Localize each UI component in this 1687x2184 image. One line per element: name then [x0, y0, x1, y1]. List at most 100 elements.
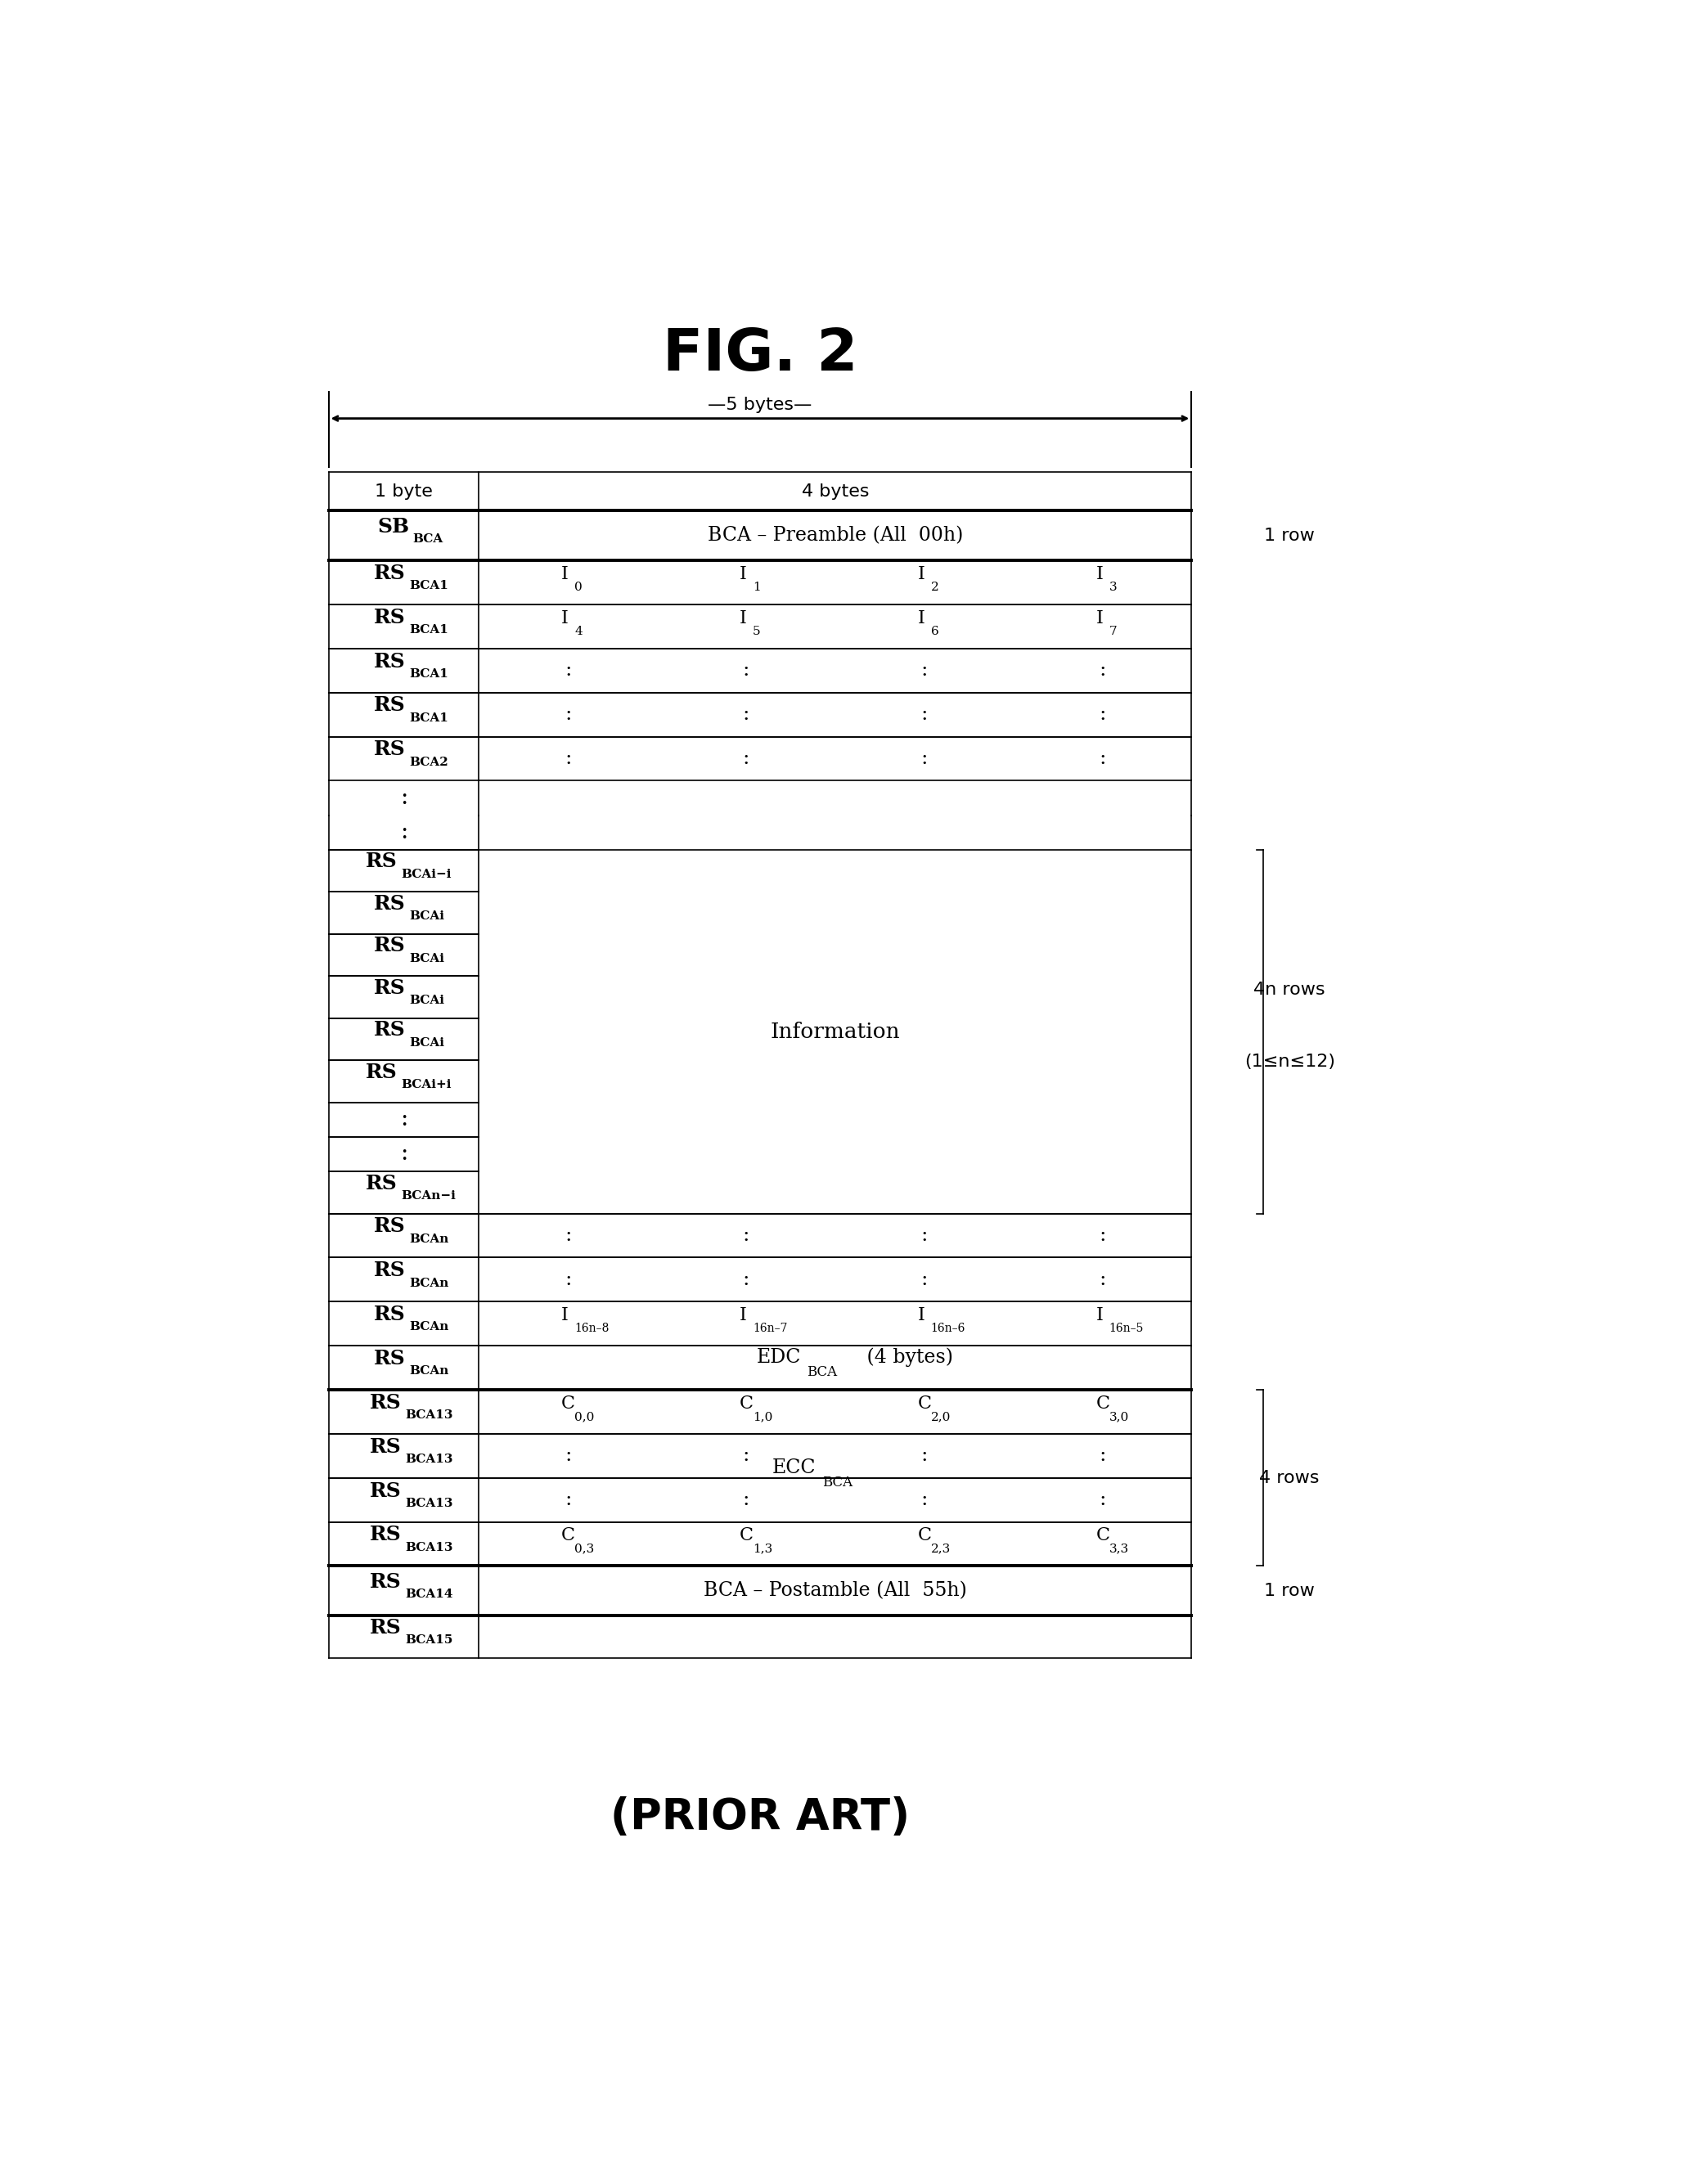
Text: RS: RS [373, 1216, 405, 1236]
Text: RS: RS [373, 1260, 405, 1280]
Text: :: : [742, 749, 749, 769]
Text: RS: RS [373, 651, 405, 670]
Text: C: C [562, 1396, 575, 1413]
Text: :: : [742, 1489, 749, 1509]
Text: BCAi: BCAi [408, 1037, 444, 1048]
Text: C: C [739, 1527, 754, 1544]
Text: RS: RS [366, 1173, 398, 1192]
Text: :: : [742, 662, 749, 679]
Text: BCA14: BCA14 [405, 1588, 452, 1601]
Text: RS: RS [373, 563, 405, 583]
Text: BCAi: BCAi [408, 911, 444, 922]
Text: 1,3: 1,3 [752, 1544, 773, 1555]
Text: RS: RS [369, 1437, 402, 1457]
Text: BCA13: BCA13 [405, 1409, 452, 1422]
Text: :: : [400, 1142, 408, 1166]
Text: RS: RS [373, 697, 405, 716]
Text: :: : [921, 1271, 928, 1289]
Text: 0,3: 0,3 [575, 1544, 594, 1555]
Text: :: : [400, 821, 408, 843]
Text: RS: RS [369, 1618, 402, 1638]
Text: :: : [921, 1446, 928, 1465]
Text: BCA1: BCA1 [408, 625, 449, 636]
Text: C: C [1097, 1396, 1110, 1413]
Text: 3: 3 [1108, 581, 1117, 594]
Text: RS: RS [373, 937, 405, 957]
Text: RS: RS [369, 1524, 402, 1544]
Text: 4n rows: 4n rows [1253, 981, 1326, 998]
Text: 1 row: 1 row [1264, 526, 1314, 544]
Text: BCAi−i: BCAi−i [402, 869, 452, 880]
Text: BCAn: BCAn [408, 1234, 449, 1245]
Text: BCAn−i: BCAn−i [402, 1190, 455, 1201]
Text: BCA – Preamble (All  00h): BCA – Preamble (All 00h) [707, 526, 963, 544]
Text: :: : [565, 662, 572, 679]
Text: :: : [565, 1271, 572, 1289]
Text: FIG. 2: FIG. 2 [663, 325, 857, 382]
Text: RS: RS [369, 1572, 402, 1592]
Text: 3,3: 3,3 [1108, 1544, 1129, 1555]
Text: :: : [742, 1225, 749, 1245]
Text: 1 row: 1 row [1264, 1583, 1314, 1599]
Text: :: : [400, 1109, 408, 1131]
Text: 2,3: 2,3 [931, 1544, 950, 1555]
Text: 16n–7: 16n–7 [752, 1324, 788, 1334]
Text: :: : [565, 705, 572, 723]
Text: RS: RS [366, 1061, 398, 1081]
Text: :: : [565, 1225, 572, 1245]
Text: BCA1: BCA1 [408, 668, 449, 679]
Text: 5: 5 [752, 627, 761, 638]
Text: :: : [565, 1489, 572, 1509]
Text: 6: 6 [931, 627, 938, 638]
Text: RS: RS [373, 1020, 405, 1040]
Text: BCAn: BCAn [408, 1321, 449, 1332]
Text: BCA1: BCA1 [408, 581, 449, 592]
Text: :: : [1098, 662, 1107, 679]
Text: BCA15: BCA15 [405, 1634, 452, 1647]
Text: :: : [1098, 1225, 1107, 1245]
Text: I: I [562, 566, 569, 583]
Text: :: : [1098, 1446, 1107, 1465]
Text: :: : [1098, 705, 1107, 723]
Text: C: C [918, 1396, 931, 1413]
Text: BCAi: BCAi [408, 996, 444, 1007]
Text: 4 bytes: 4 bytes [801, 483, 869, 500]
Text: :: : [921, 1489, 928, 1509]
Text: C: C [918, 1527, 931, 1544]
Text: 0: 0 [575, 581, 582, 594]
Text: RS: RS [369, 1481, 402, 1500]
Text: RS: RS [369, 1393, 402, 1413]
Text: —5 bytes—: —5 bytes— [709, 397, 811, 413]
Text: I: I [918, 1306, 924, 1324]
Text: 2: 2 [931, 581, 938, 594]
Text: :: : [921, 662, 928, 679]
Text: :: : [921, 749, 928, 769]
Text: BCAi: BCAi [408, 952, 444, 963]
Text: 1: 1 [752, 581, 761, 594]
Text: :: : [921, 705, 928, 723]
Text: BCA: BCA [806, 1365, 837, 1380]
Text: I: I [918, 609, 924, 627]
Text: (1≤n≤12): (1≤n≤12) [1243, 1053, 1334, 1070]
Text: RS: RS [373, 893, 405, 913]
Text: BCAn: BCAn [408, 1278, 449, 1289]
Text: BCA: BCA [413, 533, 444, 544]
Text: RS: RS [373, 1350, 405, 1369]
Text: Information: Information [771, 1022, 901, 1042]
Text: 7: 7 [1108, 627, 1117, 638]
Text: I: I [1097, 566, 1103, 583]
Text: RS: RS [373, 740, 405, 760]
Text: C: C [1097, 1527, 1110, 1544]
Text: I: I [562, 1306, 569, 1324]
Text: RS: RS [373, 607, 405, 627]
Text: I: I [739, 609, 747, 627]
Text: BCA13: BCA13 [405, 1542, 452, 1553]
Text: RS: RS [373, 978, 405, 998]
Text: BCA2: BCA2 [408, 756, 449, 769]
Text: :: : [565, 1446, 572, 1465]
Text: EDC: EDC [757, 1348, 801, 1367]
Text: (4 bytes): (4 bytes) [849, 1348, 953, 1367]
Text: :: : [1098, 749, 1107, 769]
Text: BCA13: BCA13 [405, 1455, 452, 1465]
Text: 3,0: 3,0 [1108, 1411, 1129, 1422]
